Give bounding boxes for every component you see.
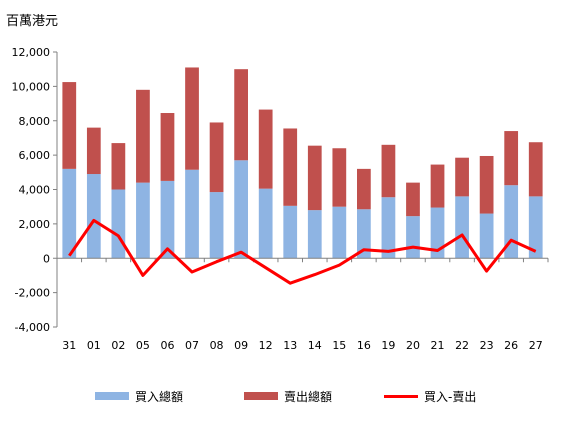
bar-buy-total [209, 192, 224, 259]
x-tick-label: 16 [357, 339, 371, 352]
x-tick-label: 12 [259, 339, 273, 352]
y-tick-label: -2,000 [15, 287, 50, 300]
legend-label-buy-total: 買入總額 [135, 389, 184, 404]
bar-sell-total [528, 142, 543, 197]
x-tick-label: 06 [160, 339, 174, 352]
x-tick-label: 22 [455, 339, 469, 352]
bar-buy-total [86, 174, 101, 259]
bar-sell-total [381, 144, 396, 198]
bar-sell-total [185, 67, 199, 170]
legend-item-net: 買入-賣出 [384, 386, 476, 406]
x-tick-label: 09 [234, 339, 248, 352]
bar-buy-total [504, 185, 519, 259]
y-tick-label: 10,000 [12, 80, 51, 93]
line-net-buy-sell [68, 218, 537, 285]
legend-swatch-buy-total [95, 392, 129, 400]
bar-sell-total [160, 113, 175, 181]
bar-buy-total [528, 196, 543, 259]
x-tick-label: 21 [431, 339, 445, 352]
bar-sell-total [136, 89, 150, 183]
bar-buy-total [430, 207, 445, 259]
bar-buy-total [406, 216, 420, 259]
x-tick-label: 23 [480, 339, 494, 352]
x-tick-label: 01 [87, 339, 101, 352]
x-tick-label: 14 [308, 339, 322, 352]
bar-sell-total [430, 164, 445, 208]
y-tick-label: 12,000 [12, 46, 51, 59]
legend-swatch-sell-total [244, 392, 278, 400]
bar-sell-total [307, 145, 322, 211]
x-tick-label: 27 [529, 339, 543, 352]
x-tick-label: 31 [62, 339, 76, 352]
bar-buy-total [357, 209, 371, 259]
y-tick-label: 6,000 [19, 149, 51, 162]
bar-sell-total [62, 82, 77, 169]
x-tick-label: 08 [210, 339, 224, 352]
x-tick-label: 20 [406, 339, 420, 352]
bar-buy-total [455, 196, 469, 259]
legend-swatch-net [384, 394, 418, 398]
bar-sell-total [332, 148, 347, 207]
x-tick-label: 02 [111, 339, 125, 352]
legend-item-sell-total: 賣出總額 [244, 386, 332, 406]
x-tick-label: 05 [136, 339, 150, 352]
bar-sell-total [111, 143, 126, 190]
x-tick-label: 19 [381, 339, 395, 352]
bar-buy-total [136, 182, 150, 259]
bar-sell-total [455, 157, 469, 197]
x-tick-label: 07 [185, 339, 199, 352]
bar-buy-total [307, 210, 322, 259]
x-tick-label: 15 [332, 339, 346, 352]
bar-sell-total [504, 131, 519, 186]
bar-buy-total [332, 206, 347, 259]
bar-buy-total [111, 189, 126, 259]
bar-buy-total [283, 205, 298, 259]
y-tick-label: 2,000 [19, 218, 51, 231]
bar-sell-total [283, 128, 298, 206]
bar-sell-total [479, 155, 494, 214]
bar-buy-total [381, 197, 396, 259]
bar-sell-total [406, 182, 420, 217]
bar-sell-total [86, 127, 101, 175]
bar-sell-total [209, 122, 224, 193]
y-tick-label: 8,000 [19, 115, 51, 128]
x-tick-label: 13 [283, 339, 297, 352]
y-tick-label: 0 [43, 252, 50, 265]
bar-buy-total [62, 168, 77, 259]
legend-label-net: 買入-賣出 [424, 389, 477, 404]
y-axis-unit-label: 百萬港元 [6, 14, 59, 29]
y-tick-label: -4,000 [15, 321, 50, 334]
bar-buy-total [479, 213, 494, 259]
y-tick-label: 4,000 [19, 184, 51, 197]
bar-sell-total [234, 69, 248, 161]
bar-sell-total [357, 168, 371, 210]
legend-item-buy-total: 買入總額 [95, 386, 183, 406]
bar-buy-total [185, 169, 199, 259]
bar-buy-total [160, 180, 175, 259]
legend-label-sell-total: 賣出總額 [284, 389, 333, 404]
x-tick-label: 26 [504, 339, 518, 352]
bar-buy-total [234, 160, 248, 259]
bar-buy-total [258, 188, 273, 259]
bar-sell-total [258, 109, 273, 189]
